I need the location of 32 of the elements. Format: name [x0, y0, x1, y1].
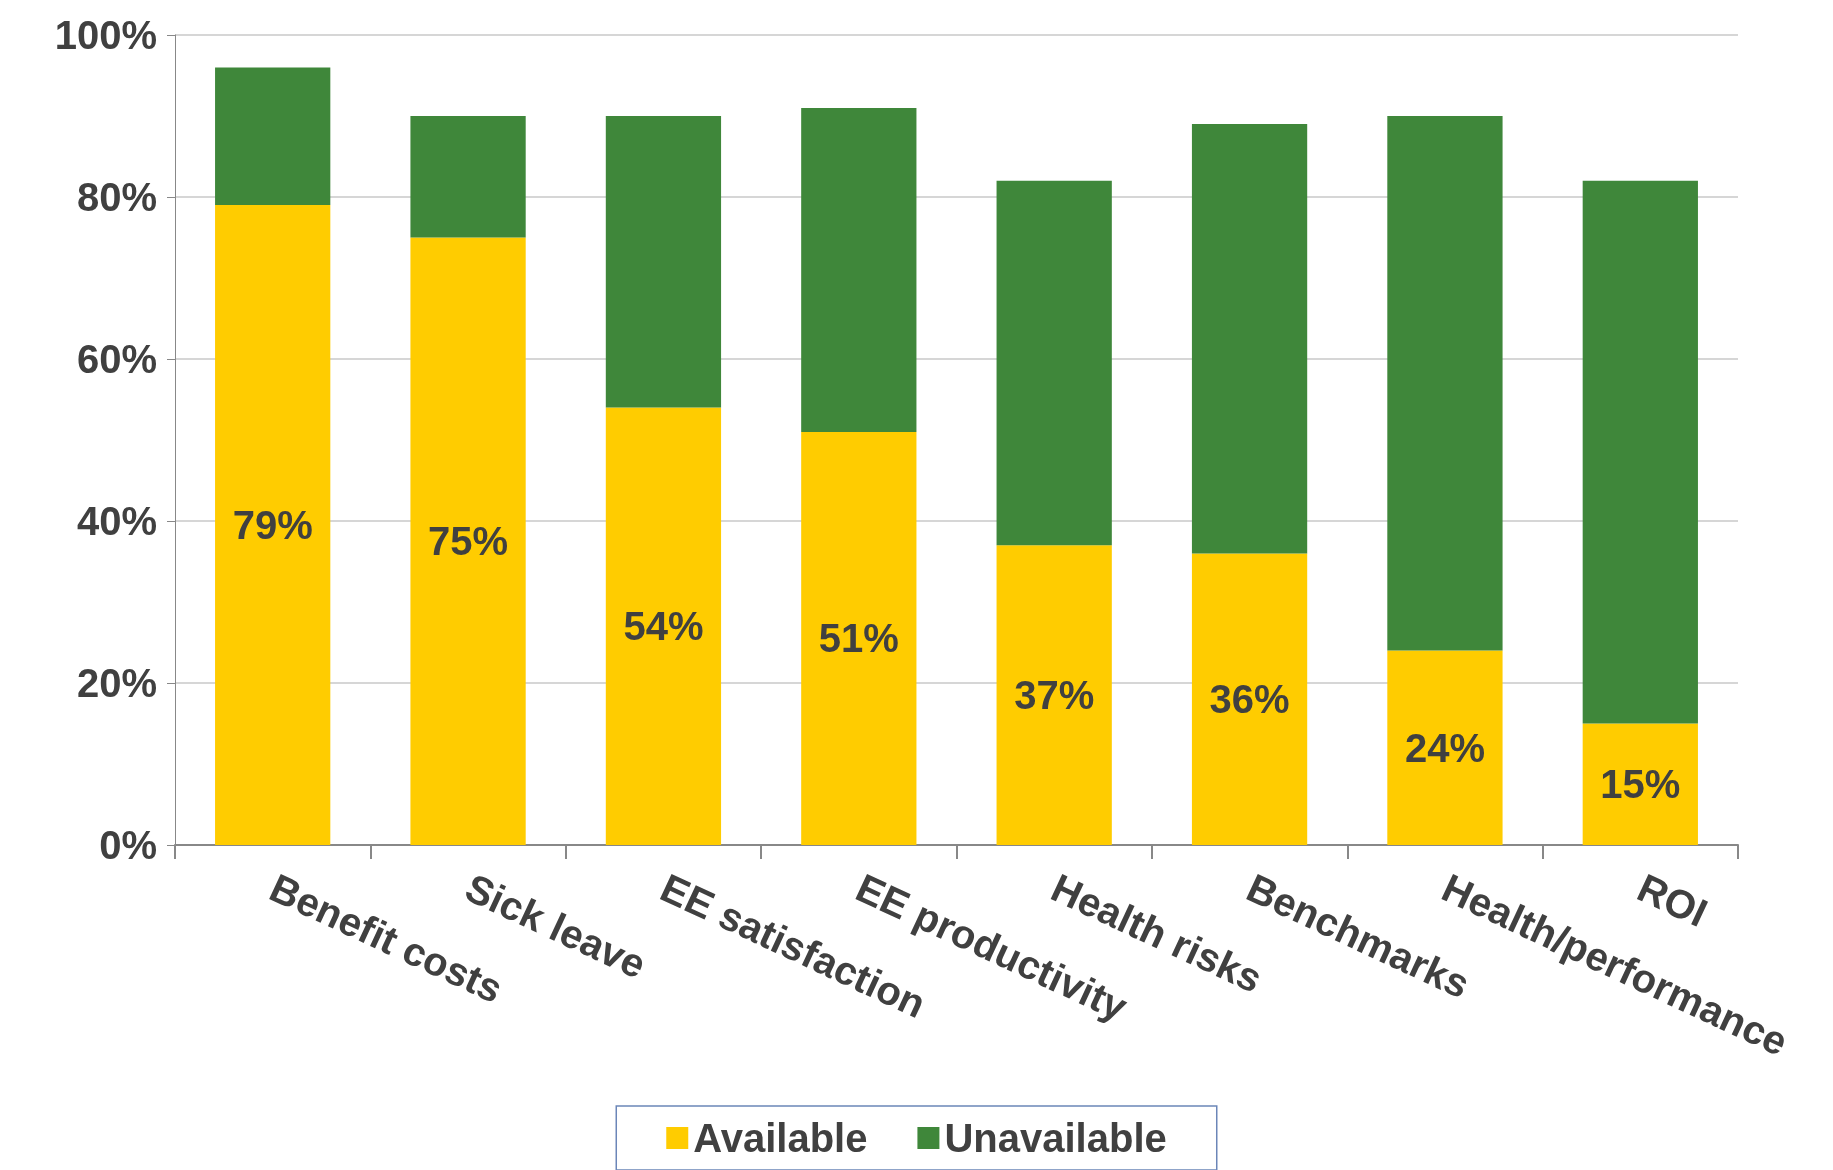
data-label: 37%	[1014, 673, 1095, 718]
bar	[215, 205, 331, 845]
bar	[1387, 650, 1503, 845]
y-tick-label: 0%	[99, 823, 157, 867]
y-tick-label: 40%	[76, 499, 157, 543]
bar	[996, 180, 1112, 546]
y-tick-label: 20%	[76, 661, 157, 705]
data-label: 36%	[1209, 677, 1290, 722]
bar	[996, 545, 1112, 845]
data-label: 24%	[1404, 725, 1485, 770]
data-label: 15%	[1600, 762, 1681, 807]
bar	[801, 431, 917, 845]
bar	[410, 237, 526, 845]
bar	[1191, 124, 1308, 554]
bar	[1582, 723, 1698, 845]
bar	[410, 116, 526, 238]
bar	[1582, 180, 1698, 724]
data-label: 79%	[232, 503, 313, 548]
bar	[1387, 116, 1503, 651]
data-label: 54%	[623, 604, 704, 649]
legend-label: Unavailable	[944, 1116, 1167, 1160]
data-label: 51%	[818, 616, 899, 661]
bar	[215, 67, 331, 206]
y-tick-label: 80%	[76, 175, 157, 219]
bar	[605, 407, 722, 845]
legend-label: Available	[693, 1116, 868, 1160]
y-tick-label: 100%	[54, 13, 157, 57]
bar	[801, 107, 917, 432]
y-tick-label: 60%	[76, 337, 157, 381]
data-label: 75%	[428, 519, 509, 564]
bar	[605, 116, 722, 408]
bar	[1191, 553, 1308, 845]
